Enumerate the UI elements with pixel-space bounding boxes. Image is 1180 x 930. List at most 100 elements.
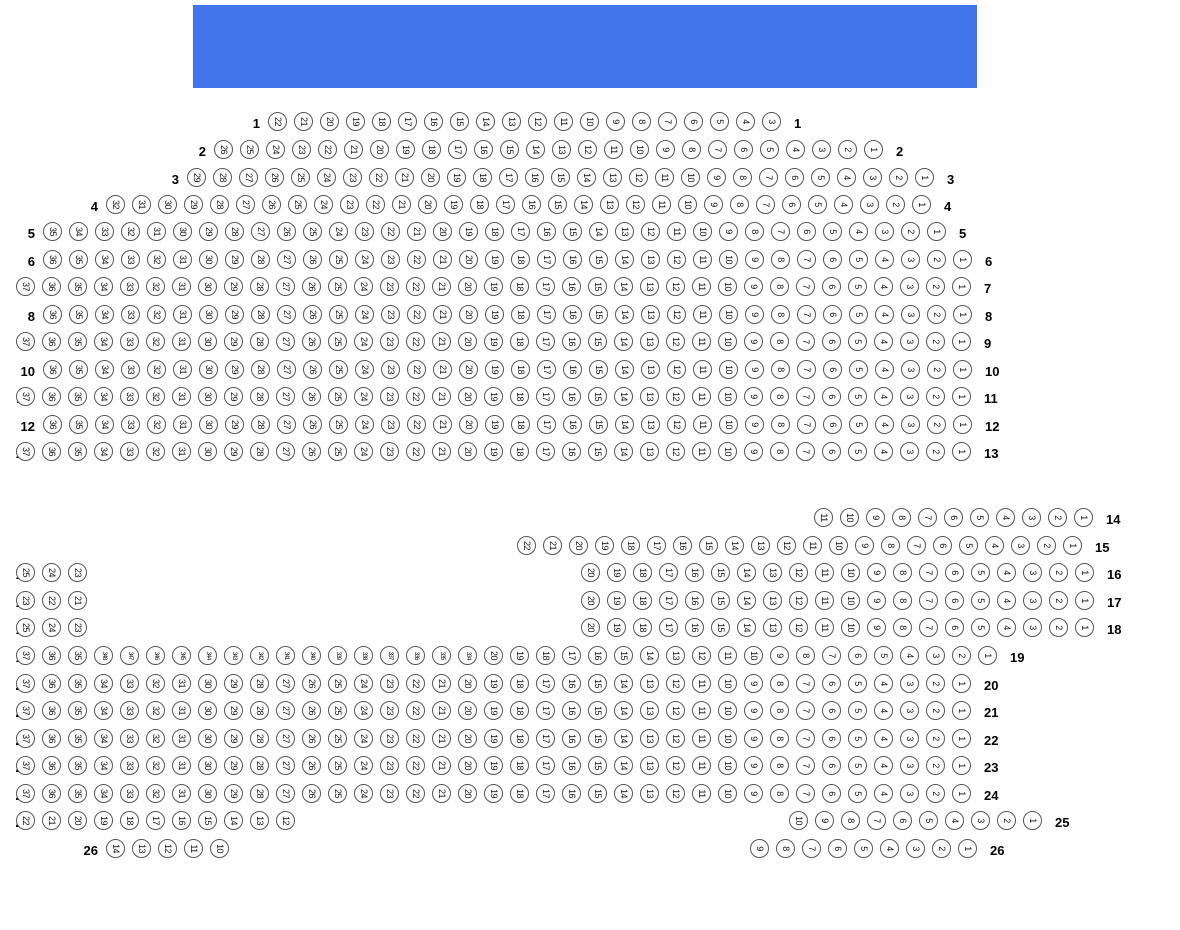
seat[interactable]: 4	[874, 305, 894, 324]
seat[interactable]: 25	[328, 250, 348, 269]
seat[interactable]: 2	[931, 839, 951, 858]
seat[interactable]: 15	[710, 618, 730, 637]
seat[interactable]: 16	[684, 591, 704, 610]
seat[interactable]: 11	[691, 442, 711, 461]
seat[interactable]: 26	[301, 332, 321, 351]
seat[interactable]: 6	[821, 784, 841, 803]
seat[interactable]: 5	[848, 305, 868, 324]
seat[interactable]: 11	[692, 415, 712, 434]
seat[interactable]: 4	[996, 618, 1016, 637]
seat[interactable]: 15	[550, 168, 570, 187]
seat[interactable]: 37	[15, 784, 35, 803]
seat[interactable]: 6	[892, 811, 912, 830]
seat[interactable]: 32	[120, 222, 140, 241]
seat[interactable]: 13	[762, 591, 782, 610]
seat[interactable]: 20	[67, 811, 87, 830]
seat[interactable]: 23	[379, 756, 399, 775]
seat[interactable]: 17	[447, 140, 467, 159]
seat[interactable]: 12	[666, 250, 686, 269]
seat[interactable]: 29	[224, 305, 244, 324]
seat[interactable]: 18	[509, 784, 529, 803]
seat[interactable]: 35	[67, 756, 87, 775]
seat[interactable]: 15	[587, 332, 607, 351]
seat[interactable]: 22	[405, 332, 425, 351]
seat[interactable]: 344	[197, 646, 217, 665]
seat[interactable]: 18	[509, 332, 529, 351]
seat[interactable]: 10	[677, 195, 697, 214]
seat[interactable]: 1	[911, 195, 931, 214]
seat[interactable]: 1	[951, 277, 971, 296]
seat[interactable]: 2	[925, 387, 945, 406]
seat[interactable]: 10	[828, 536, 848, 555]
seat[interactable]: 9	[749, 839, 769, 858]
seat[interactable]: 1	[1073, 508, 1093, 527]
seat[interactable]: 2	[885, 195, 905, 214]
seat[interactable]: 1	[952, 305, 972, 324]
seat[interactable]: 8	[769, 784, 789, 803]
seat[interactable]: 23	[379, 729, 399, 748]
seat[interactable]: 13	[762, 618, 782, 637]
seat[interactable]: 14	[614, 305, 634, 324]
seat[interactable]: 19	[483, 784, 503, 803]
seat[interactable]: 15	[587, 729, 607, 748]
seat[interactable]: 2	[1036, 536, 1056, 555]
seat[interactable]: 10	[209, 839, 229, 858]
seat[interactable]: 22	[380, 222, 400, 241]
seat[interactable]: 2	[996, 811, 1016, 830]
seat[interactable]: 36	[41, 756, 61, 775]
seat[interactable]: 19	[606, 618, 626, 637]
seat[interactable]: 30	[197, 674, 217, 693]
seat[interactable]: 10	[840, 563, 860, 582]
seat[interactable]: 24	[265, 140, 285, 159]
seat[interactable]: 1	[1074, 563, 1094, 582]
seat[interactable]: 33	[120, 415, 140, 434]
seat[interactable]: 19	[484, 250, 504, 269]
seat[interactable]: 27	[275, 387, 295, 406]
seat[interactable]: 25	[327, 332, 347, 351]
seat[interactable]: 31	[131, 195, 151, 214]
seat[interactable]: 12	[275, 811, 295, 830]
seat[interactable]: 7	[918, 618, 938, 637]
seat[interactable]: 6	[821, 756, 841, 775]
seat[interactable]: 5	[970, 563, 990, 582]
seat[interactable]: 1	[951, 442, 971, 461]
seat[interactable]: 339	[327, 646, 347, 665]
seat[interactable]: 21	[432, 360, 452, 379]
seat[interactable]: 32	[145, 442, 165, 461]
seat[interactable]: 10	[717, 277, 737, 296]
seat[interactable]: 5	[759, 140, 779, 159]
seat[interactable]: 22	[365, 195, 385, 214]
seat[interactable]: 24	[354, 415, 374, 434]
seat[interactable]: 30	[197, 442, 217, 461]
seat[interactable]: 13	[639, 277, 659, 296]
seat[interactable]: 6	[784, 168, 804, 187]
seat[interactable]: 6	[827, 839, 847, 858]
seat[interactable]: 20	[457, 387, 477, 406]
seat[interactable]: 29	[223, 674, 243, 693]
seat[interactable]: 4	[873, 442, 893, 461]
seat[interactable]: 35	[68, 360, 88, 379]
seat[interactable]: 13	[750, 536, 770, 555]
seat[interactable]: 33	[120, 305, 140, 324]
seat[interactable]: 8	[631, 112, 651, 131]
seat[interactable]: 11	[691, 332, 711, 351]
seat[interactable]: 36	[41, 701, 61, 720]
seat[interactable]: 6	[683, 112, 703, 131]
seat[interactable]: 21	[293, 112, 313, 131]
seat[interactable]: 7	[795, 387, 815, 406]
seat[interactable]: 23	[379, 332, 399, 351]
seat[interactable]: 17	[145, 811, 165, 830]
seat[interactable]: 28	[212, 168, 232, 187]
seat[interactable]: 4	[874, 415, 894, 434]
seat[interactable]: 31	[171, 756, 191, 775]
seat[interactable]: 27	[235, 195, 255, 214]
seat[interactable]: 2	[926, 250, 946, 269]
seat[interactable]: 3	[874, 222, 894, 241]
seat[interactable]: 18	[469, 195, 489, 214]
seat[interactable]: 15	[587, 701, 607, 720]
seat[interactable]: 34	[94, 360, 114, 379]
seat[interactable]: 12	[625, 195, 645, 214]
seat[interactable]: 9	[743, 332, 763, 351]
seat[interactable]: 6	[821, 701, 841, 720]
seat[interactable]: 12	[577, 140, 597, 159]
